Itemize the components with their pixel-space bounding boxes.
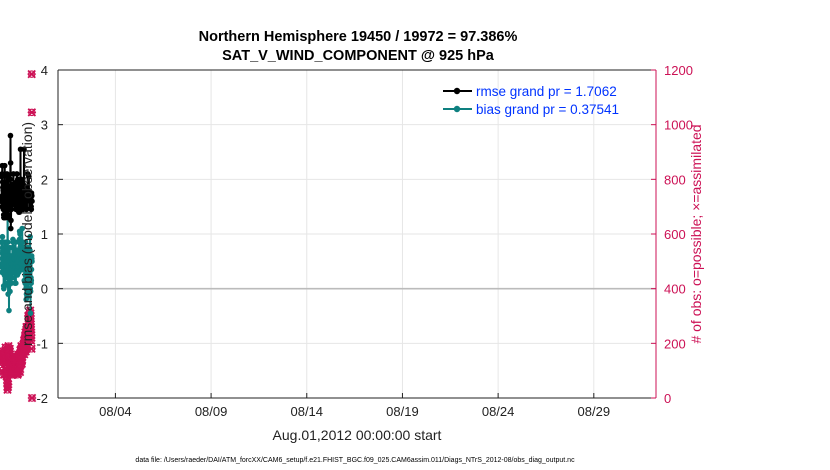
rmse-point — [18, 176, 24, 183]
bias-point — [27, 288, 34, 295]
x-tick-label: 08/14 — [290, 404, 323, 419]
obs-assimilated-point — [5, 344, 15, 354]
rmse-point — [21, 146, 27, 153]
rmse-point — [7, 132, 14, 139]
left-y-tick-label: 2 — [41, 172, 48, 187]
bias-point — [6, 307, 12, 314]
obs-assimilated-point — [3, 380, 13, 389]
right-y-tick-label: 800 — [664, 172, 686, 187]
axis-ticks: 08/04 08/09 08/14 08/19 08/24 08/29 4 3 2 1 0 -1 -2 1… — [36, 63, 692, 419]
right-y-tick-label: 1000 — [664, 118, 693, 133]
left-y-tick-label: -2 — [36, 391, 48, 406]
obs-assimilated-point — [15, 367, 25, 377]
rmse-point — [29, 198, 35, 204]
bias-series — [0, 206, 35, 317]
right-y-tick-label: 600 — [664, 227, 686, 242]
legend-bias-marker — [453, 105, 461, 113]
x-axis-label: Aug.01,2012 00:00:00 start — [273, 427, 442, 443]
rmse-point — [29, 192, 35, 199]
bias-point — [7, 288, 13, 295]
bias-point — [27, 310, 34, 317]
left-y-tick-label: 0 — [41, 282, 48, 297]
left-y-tick-label: 1 — [41, 227, 48, 242]
rmse-point — [7, 176, 14, 183]
right-y-axis-label: # of obs: o=possible; ×=assimilated — [688, 124, 704, 343]
obs-assimilated-point — [27, 108, 37, 117]
legend-rmse-marker — [453, 87, 461, 95]
bias-point — [24, 294, 30, 300]
obs-assimilated-point — [27, 330, 36, 340]
x-tick-label: 08/19 — [386, 404, 419, 419]
chart-title-line-1: Northern Hemisphere 19450 / 19972 = 97.3… — [199, 29, 518, 45]
rmse-point — [8, 206, 15, 213]
x-tick-label: 08/04 — [99, 404, 132, 419]
bias-point — [28, 277, 35, 284]
rmse-point — [1, 162, 8, 169]
chart-title-line-2: SAT_V_WIND_COMPONENT @ 925 hPa — [222, 48, 495, 64]
x-tick-label: 08/24 — [482, 404, 515, 419]
rmse-point — [5, 212, 12, 218]
rmse-point — [8, 217, 14, 224]
bias-point — [27, 247, 33, 254]
rmse-series — [0, 132, 35, 232]
left-y-tick-label: 3 — [41, 118, 48, 133]
right-y-tick-label: 200 — [664, 336, 686, 351]
legend-rmse-label: rmse grand pr = 1.7062 — [476, 84, 617, 99]
rmse-point — [14, 171, 20, 177]
bias-point — [9, 274, 16, 281]
x-tick-label: 08/09 — [195, 404, 228, 419]
bias-point — [13, 280, 19, 287]
rmse-point — [28, 206, 35, 213]
left-y-tick-label: 4 — [41, 63, 48, 78]
left-y-axis-label: rmse and bias (model - observation) — [19, 122, 35, 346]
bias-point — [17, 231, 23, 237]
rmse-point — [8, 225, 14, 232]
legend-bias-label: bias grand pr = 0.37541 — [476, 102, 619, 117]
rmse-point — [7, 160, 14, 166]
obs-assimilated-point — [27, 393, 37, 403]
bias-point — [22, 239, 29, 245]
bias-point — [28, 266, 35, 273]
bias-point — [1, 285, 7, 292]
footer-data-file: data file: /Users/raeder/DAI/ATM_forcXX/… — [135, 457, 575, 464]
rmse-point — [26, 173, 32, 180]
legend: rmse grand pr = 1.7062 bias grand pr = 0… — [443, 84, 619, 117]
right-y-tick-label: 0 — [664, 391, 671, 406]
x-tick-label: 08/29 — [578, 404, 611, 419]
left-y-tick-label: -1 — [36, 336, 48, 351]
bias-point — [0, 233, 6, 240]
right-y-tick-label: 1200 — [664, 63, 693, 78]
right-y-tick-label: 400 — [664, 282, 686, 297]
bias-point — [29, 258, 35, 265]
bias-point — [4, 239, 11, 245]
bias-point — [27, 233, 33, 240]
obs-layer — [0, 69, 37, 403]
rmse-point — [0, 171, 5, 177]
obs-assimilated-point — [27, 344, 36, 354]
obs-assimilated-point — [27, 69, 36, 79]
bias-point — [19, 225, 26, 232]
bias-point — [2, 274, 9, 281]
